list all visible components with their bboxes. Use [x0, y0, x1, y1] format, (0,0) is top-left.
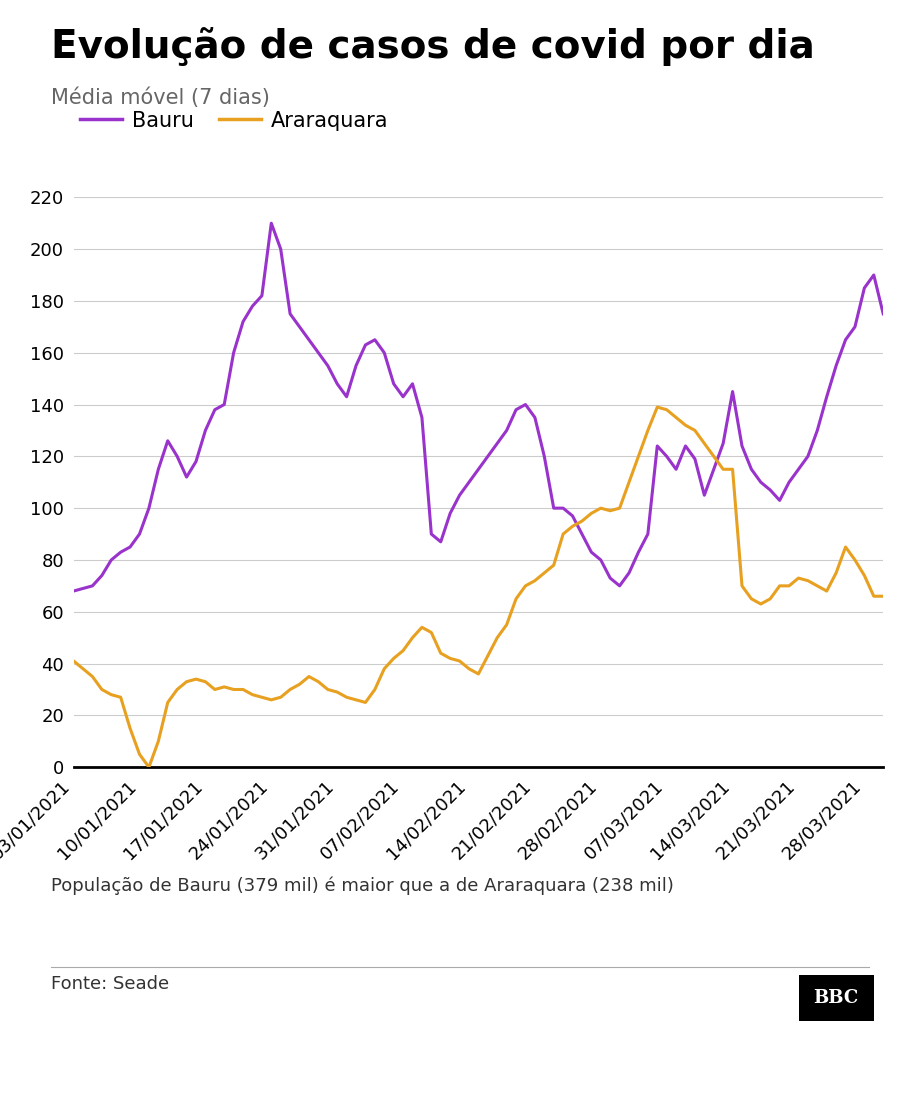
Text: Fonte: Seade: Fonte: Seade — [51, 975, 168, 993]
Legend: Bauru, Araraquara: Bauru, Araraquara — [80, 111, 388, 132]
Text: Média móvel (7 dias): Média móvel (7 dias) — [51, 88, 269, 109]
Text: BBC: BBC — [812, 990, 858, 1007]
Text: Evolução de casos de covid por dia: Evolução de casos de covid por dia — [51, 27, 813, 67]
Text: População de Bauru (379 mil) é maior que a de Araraquara (238 mil): População de Bauru (379 mil) é maior que… — [51, 877, 673, 895]
